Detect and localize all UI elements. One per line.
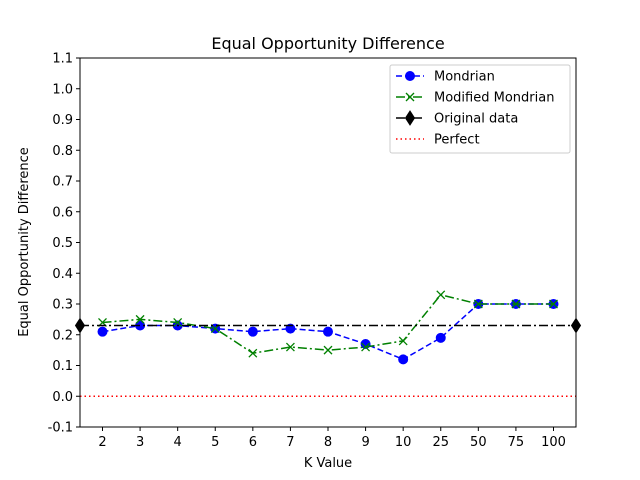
x-tick-label: 100 xyxy=(541,435,566,450)
chart-title: Equal Opportunity Difference xyxy=(211,34,444,53)
data-point xyxy=(248,348,258,358)
legend-entry: Perfect xyxy=(396,133,480,148)
plot-frame xyxy=(79,57,577,428)
x-tick-label: 8 xyxy=(324,435,332,450)
data-point xyxy=(473,299,483,309)
y-tick-label: 0.1 xyxy=(52,359,73,374)
y-tick-label: -0.1 xyxy=(48,421,73,436)
legend-entry: Original data xyxy=(396,110,518,127)
y-tick-label: 0.9 xyxy=(52,113,73,128)
x-marker-stroke xyxy=(549,299,558,309)
x-tick-label: 50 xyxy=(470,435,487,450)
legend-box xyxy=(389,64,571,154)
x-marker-stroke xyxy=(405,92,415,102)
x-tick-label: 2 xyxy=(98,435,106,450)
data-point xyxy=(435,332,446,343)
y-axis-label: Equal Opportunity Difference xyxy=(17,147,32,337)
y-axis: -0.1 0.0 0.1 0.2 0.3 0.4 0.5 0.6 0.7 0.8 0.9 1.0 1.1 xyxy=(48,52,80,436)
y-tick-label: 0.8 xyxy=(52,144,73,159)
x-tick-label: 7 xyxy=(286,435,294,450)
x-marker-stroke xyxy=(285,342,295,352)
data-point xyxy=(398,354,409,365)
legend-entry: Mondrian xyxy=(396,70,495,85)
y-tick-label: 0.0 xyxy=(52,390,73,405)
legend-label: Original data xyxy=(434,112,518,127)
x-tick-label: 10 xyxy=(395,435,412,450)
y-tick-label: 0.3 xyxy=(52,298,73,313)
data-point xyxy=(135,314,145,324)
x-tick-label: 3 xyxy=(136,435,144,450)
y-tick-label: 0.6 xyxy=(52,205,73,220)
x-marker-stroke xyxy=(173,317,183,327)
y-tick-label: 1.1 xyxy=(52,52,73,67)
legend: Mondrian Modified Mondrian Original data Pe… xyxy=(389,64,571,154)
y-tick-label: 0.4 xyxy=(52,267,73,282)
data-point xyxy=(285,323,296,334)
data-point xyxy=(398,336,408,346)
x-tick-label: 75 xyxy=(508,435,525,450)
x-marker-stroke xyxy=(323,345,333,355)
legend-label: Modified Mondrian xyxy=(434,91,554,106)
legend-swatch-marker xyxy=(404,110,416,126)
x-marker-stroke xyxy=(248,348,258,358)
data-point xyxy=(247,326,258,337)
series-modified-mondrian xyxy=(98,290,558,358)
x-tick-label: 5 xyxy=(211,435,219,450)
data-point xyxy=(511,299,521,309)
legend-label: Perfect xyxy=(434,133,480,148)
x-marker-stroke xyxy=(511,299,521,309)
x-marker-stroke xyxy=(436,290,446,300)
legend-swatch-marker xyxy=(405,92,415,102)
data-point xyxy=(549,299,558,309)
data-point xyxy=(361,342,371,352)
x-axis-label: K Value xyxy=(304,456,352,471)
y-tick-label: 0.2 xyxy=(52,328,73,343)
x-marker-stroke xyxy=(473,299,483,309)
data-point xyxy=(323,345,333,355)
x-tick-label: 25 xyxy=(432,435,449,450)
x-marker-stroke xyxy=(398,336,408,346)
x-tick-label: 4 xyxy=(174,435,182,450)
x-axis: 2 3 4 5 6 7 8 9 10 25 50 75 100 xyxy=(98,427,566,450)
x-marker-stroke xyxy=(135,314,145,324)
data-point xyxy=(323,326,333,337)
data-point xyxy=(97,326,108,337)
legend-entry: Modified Mondrian xyxy=(396,91,554,106)
data-point xyxy=(285,342,295,352)
x-marker-stroke xyxy=(361,342,371,352)
y-tick-label: 0.5 xyxy=(52,236,73,251)
data-point xyxy=(173,317,183,327)
y-tick-label: 0.7 xyxy=(52,175,73,190)
data-point xyxy=(436,290,446,300)
y-tick-label: 1.0 xyxy=(52,82,73,97)
legend-label: Mondrian xyxy=(434,70,495,85)
x-tick-label: 9 xyxy=(361,435,369,450)
x-tick-label: 6 xyxy=(249,435,257,450)
legend-swatch-marker xyxy=(405,71,415,81)
